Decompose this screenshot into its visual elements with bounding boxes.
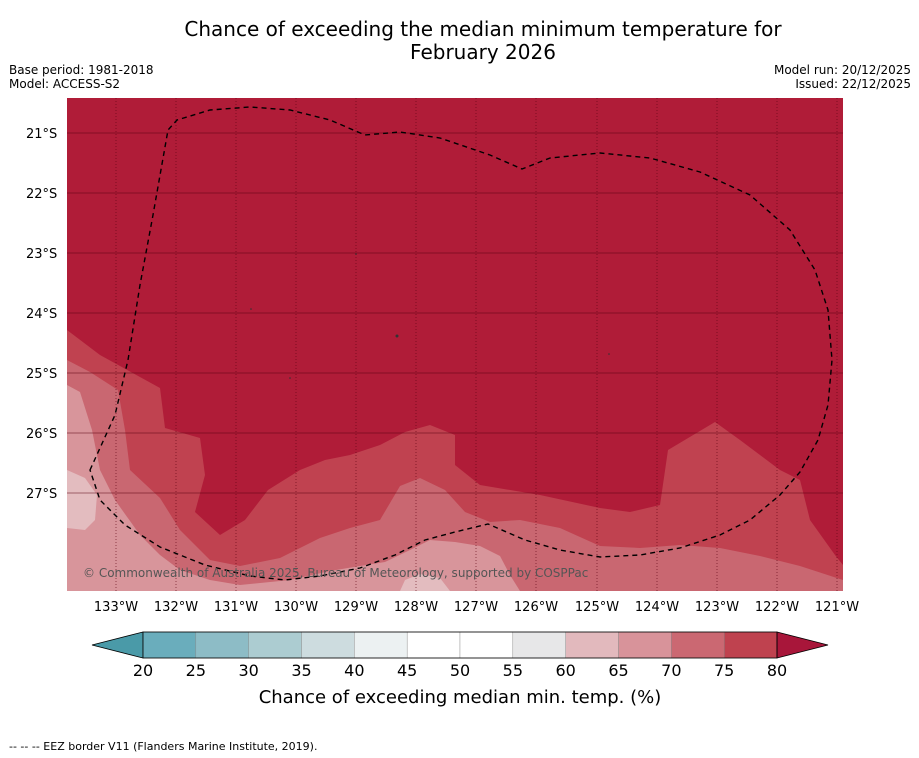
colorbar-tick-label: 25 (186, 661, 206, 680)
lon-label-125w: 125°W (575, 600, 619, 615)
lon-label-129w: 129°W (334, 600, 378, 615)
lat-label-27s: 27°S (26, 487, 57, 502)
lat-label-22s: 22°S (26, 187, 57, 202)
lon-label-130w: 130°W (274, 600, 318, 615)
colorbar-title: Chance of exceeding median min. temp. (%… (259, 687, 662, 708)
colorbar-segment (671, 631, 725, 659)
colorbar-segment (354, 631, 408, 659)
colorbar-tick-label: 80 (767, 661, 787, 680)
colorbar-segment (512, 631, 566, 659)
map-title: Chance of exceeding the median minimum t… (0, 18, 919, 64)
lon-label-124w: 124°W (635, 600, 679, 615)
colorbar-segment (406, 631, 461, 659)
colorbar-segment (142, 631, 197, 659)
colorbar-segment (301, 631, 355, 659)
lon-label-128w: 128°W (394, 600, 438, 615)
colorbar-segment (459, 631, 514, 659)
lat-label-24s: 24°S (26, 307, 57, 322)
colorbar-tick-label: 55 (503, 661, 523, 680)
title-line-1: Chance of exceeding the median minimum t… (184, 17, 782, 41)
title-line-2: February 2026 (410, 40, 556, 64)
lon-label-133w: 133°W (94, 600, 138, 615)
colorbar-frame (142, 631, 778, 659)
lat-label-25s: 25°S (26, 367, 57, 382)
colorbar-tick-label: 20 (133, 661, 153, 680)
colorbar-tick-label: 75 (714, 661, 734, 680)
footnote: -- -- -- EEZ border V11 (Flanders Marine… (9, 740, 318, 753)
lon-label-121w: 121°W (815, 600, 859, 615)
colorbar-segments (142, 631, 778, 659)
region-60-65-patch (400, 574, 450, 591)
lon-label-126w: 126°W (514, 600, 558, 615)
region-65-70 (67, 385, 520, 591)
colorbar-under-arrow (91, 631, 144, 659)
colorbar-segment (618, 631, 672, 659)
region-60-65 (67, 470, 97, 530)
lat-label-26s: 26°S (26, 427, 57, 442)
colorbar-segment (248, 631, 302, 659)
latitude-labels: 21°S 22°S 23°S 24°S 25°S 26°S 27°S (26, 127, 57, 502)
colorbar: 20 25 30 35 40 45 50 55 60 65 70 75 80 Chance of exc… (91, 631, 829, 708)
lat-label-23s: 23°S (26, 247, 57, 262)
colorbar-over-arrow (776, 631, 829, 659)
colorbar-tick-label: 65 (608, 661, 628, 680)
colorbar-tick-label: 60 (555, 661, 575, 680)
eez-boundary (89, 106, 833, 581)
issued-label: Issued: 22/12/2025 (795, 77, 911, 91)
lon-label-127w: 127°W (454, 600, 498, 615)
copyright-text: © Commonwealth of Australia 2025, Bureau… (83, 566, 588, 580)
model-label: Model: ACCESS-S2 (9, 77, 121, 91)
colorbar-tick-label: 35 (291, 661, 311, 680)
colorbar-segment (723, 631, 778, 659)
lon-label-132w: 132°W (154, 600, 198, 615)
lon-label-123w: 123°W (695, 600, 739, 615)
colorbar-tick-label: 70 (661, 661, 681, 680)
colorbar-tick-label: 40 (344, 661, 364, 680)
islands (250, 253, 610, 379)
colorbar-tick-label: 50 (450, 661, 470, 680)
colorbar-segment (565, 631, 619, 659)
lon-label-122w: 122°W (755, 600, 799, 615)
lon-label-131w: 131°W (214, 600, 258, 615)
colorbar-tick-label: 30 (238, 661, 258, 680)
region-75-80 (67, 330, 843, 591)
base-period-label: Base period: 1981-2018 (9, 63, 154, 77)
colorbar-ticks: 20 25 30 35 40 45 50 55 60 65 70 75 80 (133, 661, 787, 680)
map-plot-area: © Commonwealth of Australia 2025, Bureau… (67, 98, 843, 591)
base-info: Base period: 1981-2018 Model: ACCESS-S2 (9, 63, 154, 91)
lat-label-21s: 21°S (26, 127, 57, 142)
colorbar-segment (195, 631, 249, 659)
longitude-labels: 133°W 132°W 131°W 130°W 129°W 128°W 127°… (94, 600, 859, 615)
model-run-label: Model run: 20/12/2025 (773, 63, 911, 77)
colorbar-tick-label: 45 (397, 661, 417, 680)
run-info: Model run: 20/12/2025 Issued: 22/12/2025 (774, 63, 911, 91)
graticule (67, 98, 843, 591)
